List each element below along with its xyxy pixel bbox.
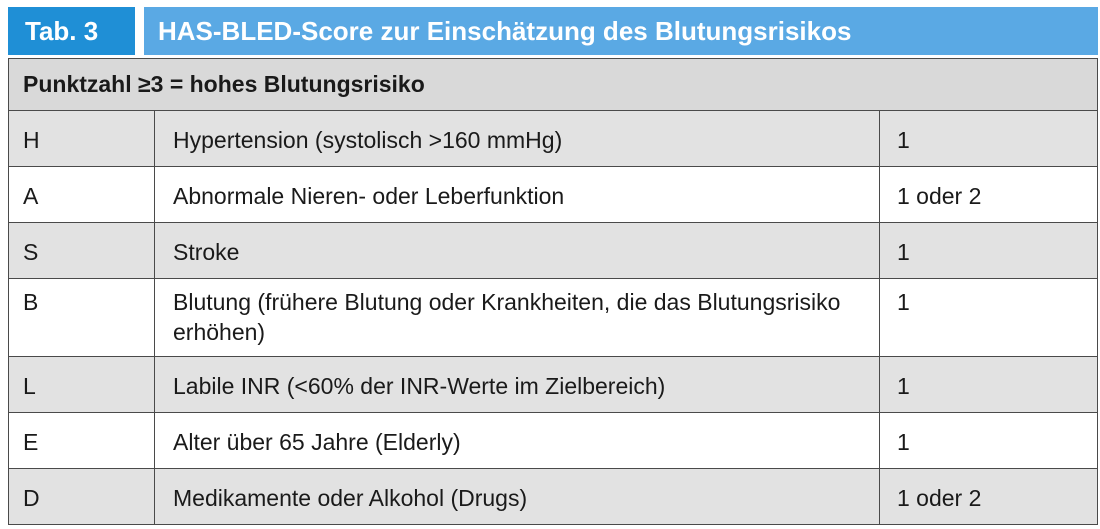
row-points: 1 bbox=[879, 222, 1098, 279]
table-row: A Abnormale Nieren- oder Leberfunktion 1… bbox=[8, 166, 1098, 223]
row-letter: L bbox=[8, 356, 155, 413]
table-row: E Alter über 65 Jahre (Elderly) 1 bbox=[8, 412, 1098, 469]
row-points: 1 bbox=[879, 412, 1098, 469]
table-number-label: Tab. 3 bbox=[8, 7, 135, 55]
has-bled-score-table: Punktzahl ≥3 = hohes Blutungsrisiko H Hy… bbox=[8, 58, 1098, 525]
row-description: Labile INR (<60% der INR-Werte im Zielbe… bbox=[154, 356, 880, 413]
table-title-bar: Tab. 3 HAS-BLED-Score zur Einschätzung d… bbox=[8, 7, 1098, 55]
row-description: Hypertension (systolisch >160 mmHg) bbox=[154, 110, 880, 167]
row-points: 1 bbox=[879, 110, 1098, 167]
table-row: H Hypertension (systolisch >160 mmHg) 1 bbox=[8, 110, 1098, 167]
row-letter: D bbox=[8, 468, 155, 525]
row-description: Abnormale Nieren- oder Leberfunktion bbox=[154, 166, 880, 223]
row-description: Medikamente oder Alkohol (Drugs) bbox=[154, 468, 880, 525]
row-letter: H bbox=[8, 110, 155, 167]
row-letter: A bbox=[8, 166, 155, 223]
row-points: 1 bbox=[879, 356, 1098, 413]
row-points: 1 oder 2 bbox=[879, 166, 1098, 223]
table-row: B Blutung (frühere Blutung oder Krankhei… bbox=[8, 278, 1098, 357]
table-title: HAS-BLED-Score zur Einschätzung des Blut… bbox=[144, 7, 1098, 55]
table-row: L Labile INR (<60% der INR-Werte im Ziel… bbox=[8, 356, 1098, 413]
row-letter: E bbox=[8, 412, 155, 469]
table-row: S Stroke 1 bbox=[8, 222, 1098, 279]
row-letter: B bbox=[8, 278, 155, 357]
row-points: 1 oder 2 bbox=[879, 468, 1098, 525]
row-description: Stroke bbox=[154, 222, 880, 279]
threshold-note: Punktzahl ≥3 = hohes Blutungsrisiko bbox=[8, 58, 1098, 111]
row-letter: S bbox=[8, 222, 155, 279]
table-row: D Medikamente oder Alkohol (Drugs) 1 ode… bbox=[8, 468, 1098, 525]
row-description: Blutung (frühere Blutung oder Krankheite… bbox=[154, 278, 880, 357]
row-description: Alter über 65 Jahre (Elderly) bbox=[154, 412, 880, 469]
row-points: 1 bbox=[879, 278, 1098, 357]
table-header-row: Punktzahl ≥3 = hohes Blutungsrisiko bbox=[8, 58, 1098, 111]
